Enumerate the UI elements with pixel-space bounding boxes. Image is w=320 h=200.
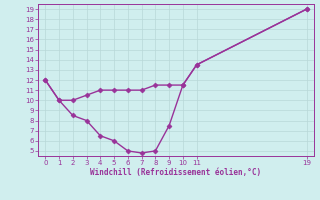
X-axis label: Windchill (Refroidissement éolien,°C): Windchill (Refroidissement éolien,°C): [91, 168, 261, 177]
